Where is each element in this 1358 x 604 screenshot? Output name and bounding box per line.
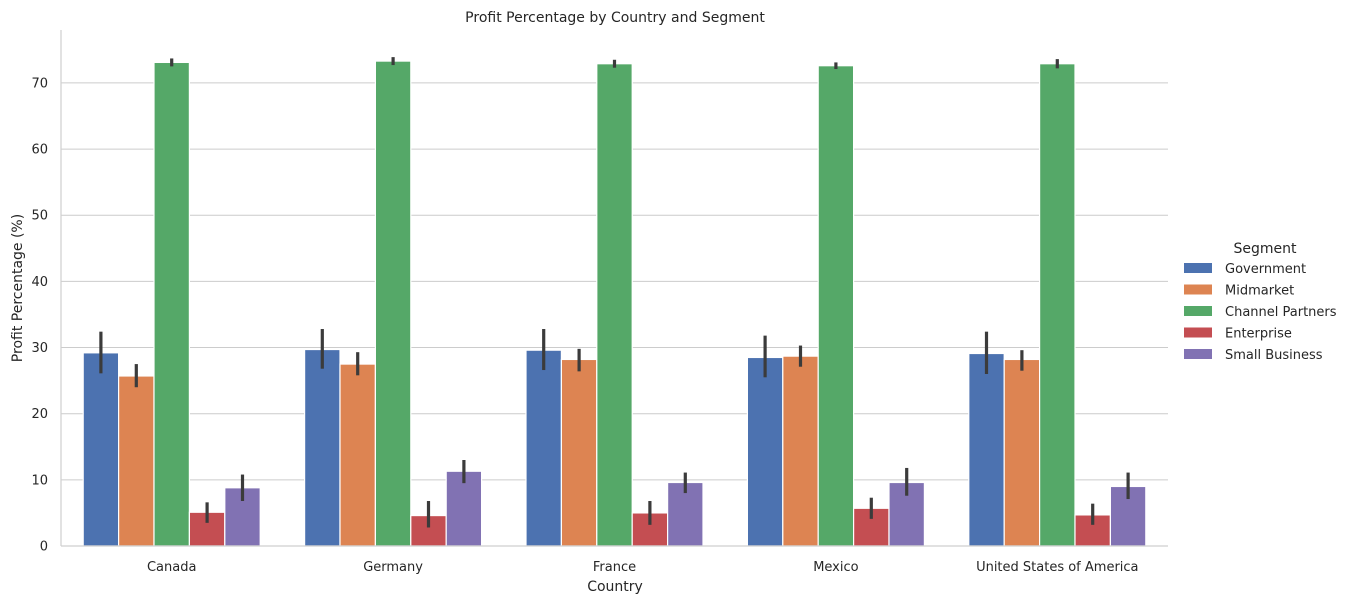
legend-swatch-3 [1184,327,1212,338]
y-tick-label-2: 20 [31,407,48,422]
bar-1-1 [339,363,377,547]
bar-2-2 [596,63,633,547]
legend-swatch-4 [1184,349,1212,359]
ticks-layer: 0 10 20 30 40 50 60 70 Canada Germany France Mexico… [31,76,1138,575]
x-tick-label-1: Germany [363,560,423,575]
bar-4-2 [1038,63,1076,547]
legend-label-2: Channel Partners [1225,305,1337,320]
y-tick-label-6: 60 [31,143,48,158]
x-axis-label: Country [587,579,643,595]
y-tick-label-7: 70 [31,76,48,91]
bar-1-2 [374,60,412,547]
legend-items: Government Midmarket Channel Partners Enter… [1184,262,1337,363]
legend: Segment Government Midmarket Channel Partn… [1184,241,1337,363]
y-tick-label-3: 30 [31,341,48,356]
bar-2-0 [525,349,563,547]
bar-0-2 [153,61,191,547]
legend-swatch-1 [1184,284,1212,295]
legend-label-0: Government [1225,262,1306,277]
bar-0-0 [82,352,120,547]
legend-title: Segment [1234,241,1298,257]
bar-0-1 [117,375,155,547]
bar-4-1 [1003,358,1041,547]
bars-layer [82,60,1147,547]
y-axis-label: Profit Percentage (%) [10,214,26,362]
x-tick-label-3: Mexico [813,560,858,575]
x-tick-label-4: United States of America [976,560,1138,575]
chart-title: Profit Percentage by Country and Segment [465,10,765,26]
y-tick-label-4: 40 [31,275,48,290]
legend-swatch-0 [1184,263,1212,273]
errors-layer [99,57,1130,528]
bar-3-0 [746,356,784,547]
y-tick-label-0: 0 [40,540,48,555]
bar-3-1 [782,355,819,547]
bar-3-2 [817,65,855,547]
x-tick-label-0: Canada [147,560,196,575]
y-tick-label-1: 10 [31,473,48,488]
legend-swatch-2 [1184,306,1212,316]
bar-1-0 [304,348,341,547]
bar-2-1 [560,358,598,547]
legend-label-3: Enterprise [1225,327,1292,342]
x-tick-label-2: France [593,560,636,575]
bar-4-0 [968,352,1005,547]
axes-layer [60,30,1168,547]
legend-label-4: Small Business [1225,348,1323,363]
y-tick-label-5: 50 [31,209,48,224]
legend-label-1: Midmarket [1225,284,1294,299]
